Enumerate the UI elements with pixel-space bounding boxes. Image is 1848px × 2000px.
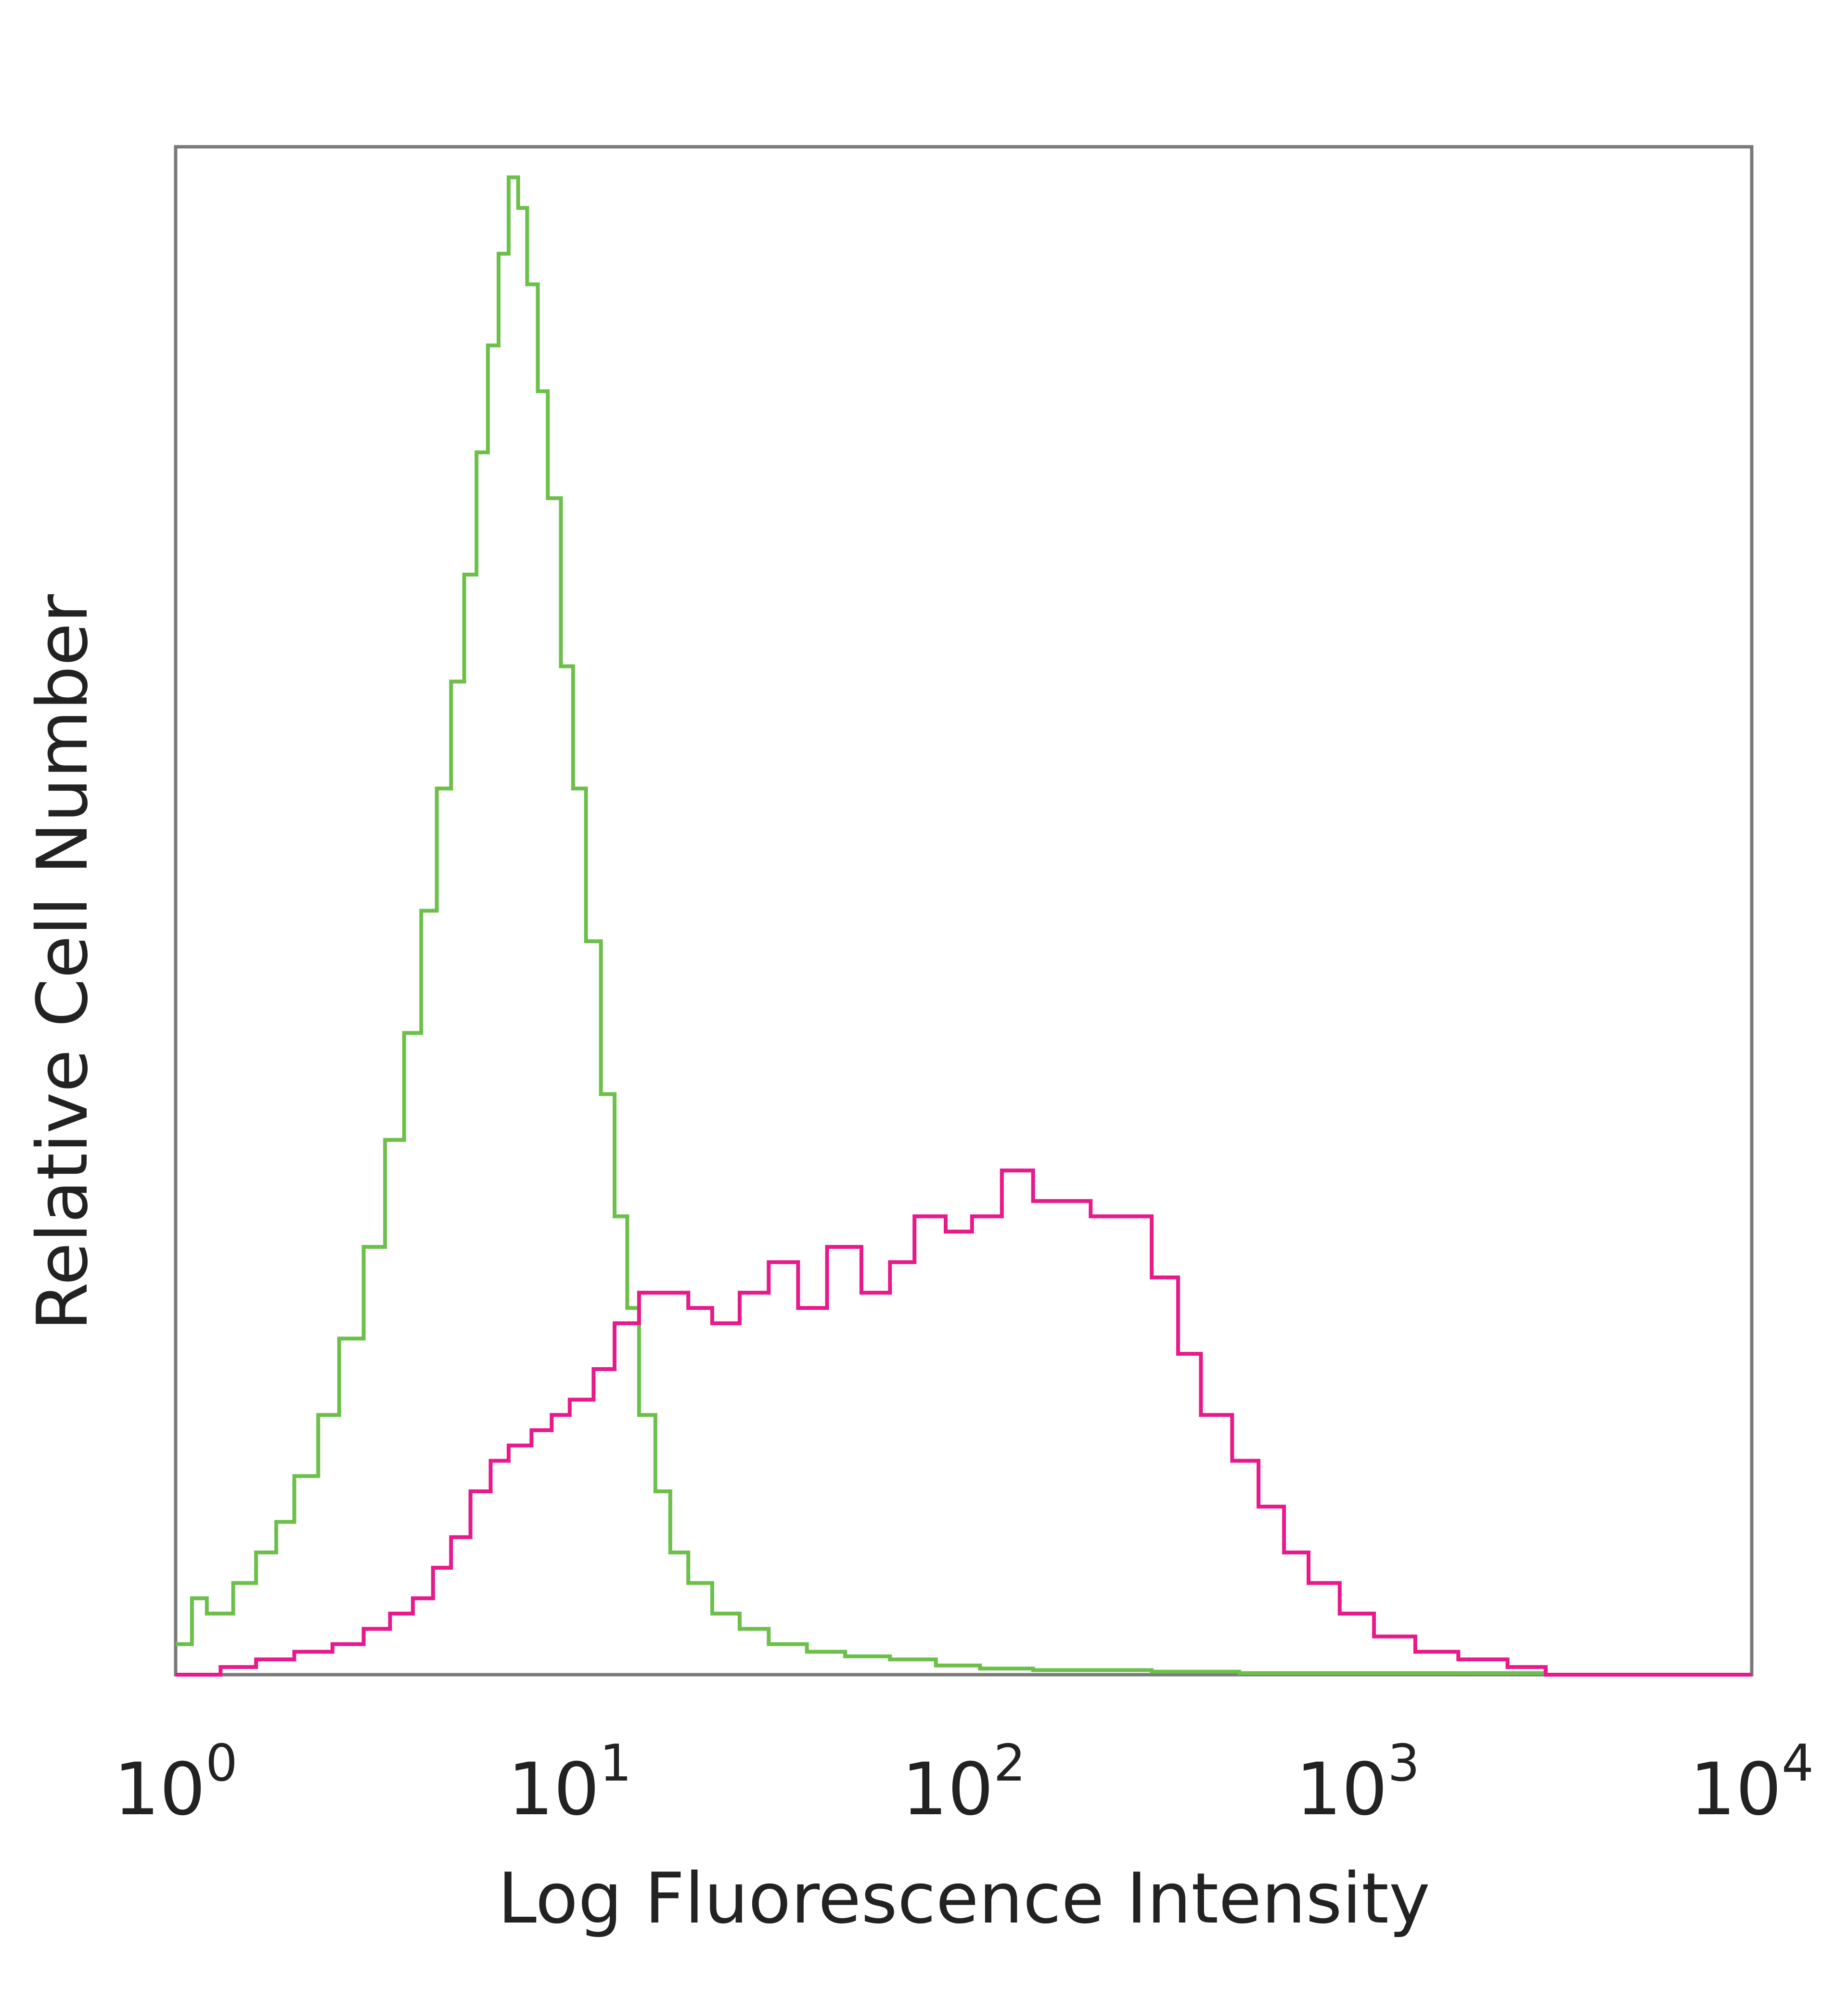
x-tick-label-4: 104 [1690,1734,1814,1832]
y-axis-title: Relative Cell Number [22,594,103,1331]
plot-frame [174,145,1754,1677]
histogram-series-1 [176,175,1752,1677]
x-tick-label-3: 103 [1296,1734,1420,1832]
x-tick-label-2: 102 [902,1734,1026,1832]
x-axis-title: Log Fluorescence Intensity [498,1858,1430,1939]
histogram-series-2 [176,1168,1752,1677]
x-tick-labels: 100 101 102 103 104 [114,1734,1814,1832]
x-tick-label-1: 101 [508,1734,632,1832]
series-layer [176,175,1752,1677]
x-tick-label-0: 100 [114,1734,238,1832]
